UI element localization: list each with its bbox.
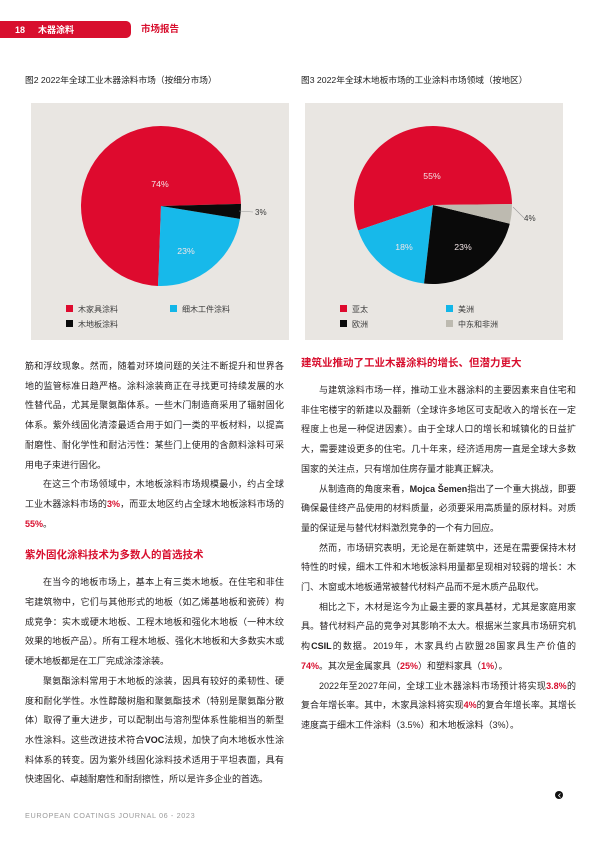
svg-text:23%: 23% (454, 242, 472, 252)
svg-text:55%: 55% (423, 171, 441, 181)
svg-text:23%: 23% (177, 246, 195, 256)
svg-text:3%: 3% (255, 208, 267, 217)
svg-text:18%: 18% (395, 242, 413, 252)
svg-text:74%: 74% (151, 179, 169, 189)
svg-text:4%: 4% (524, 214, 536, 223)
